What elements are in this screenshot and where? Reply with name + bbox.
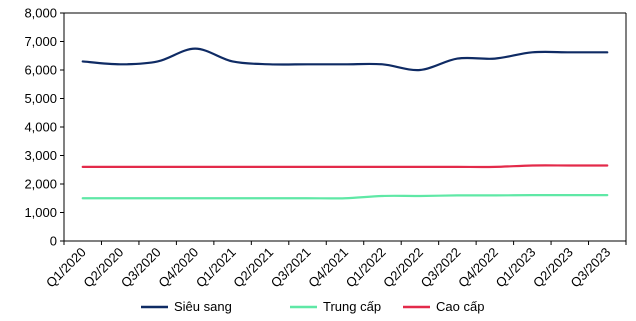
legend: Siêu sang Trung cấp Cao cấp <box>141 299 484 314</box>
x-tick-label: Q2/2022 <box>380 245 426 291</box>
x-tick-label: Q4/2021 <box>305 245 351 291</box>
axes <box>63 12 627 242</box>
x-tick-label: Q3/2022 <box>418 245 464 291</box>
x-tick-label: Q1/2022 <box>343 245 389 291</box>
x-tick-label: Q3/2020 <box>118 245 164 291</box>
x-tick-label: Q2/2023 <box>530 245 576 291</box>
y-axis-ticks: 0 1,000 2,000 3,000 4,000 5,000 6,000 7,000 8,00… <box>24 6 64 249</box>
x-axis-ticks: Q1/2020Q2/2020Q3/2020Q4/2020Q1/2021Q2/20… <box>43 241 627 291</box>
y-tick-label: 2,000 <box>24 177 57 192</box>
y-tick-label: 3,000 <box>24 148 57 163</box>
y-tick-label: 0 <box>50 234 57 249</box>
x-tick-label: Q2/2020 <box>80 245 126 291</box>
x-tick-label: Q3/2023 <box>568 245 614 291</box>
legend-label: Trung cấp <box>323 299 381 314</box>
y-tick-label: 7,000 <box>24 34 57 49</box>
y-tick-label: 8,000 <box>24 6 57 21</box>
x-tick-label: Q1/2021 <box>193 245 239 291</box>
y-tick-label: 5,000 <box>24 91 57 106</box>
legend-label: Cao cấp <box>436 299 484 314</box>
x-tick-label: Q1/2023 <box>493 245 539 291</box>
x-tick-label: Q1/2020 <box>43 245 89 291</box>
y-tick-label: 1,000 <box>24 205 57 220</box>
series-line-trung-cap <box>81 193 609 200</box>
x-tick-label: Q3/2021 <box>268 245 314 291</box>
series-line-cao-cap <box>81 164 609 169</box>
x-tick-label: Q2/2021 <box>230 245 276 291</box>
series-lines <box>81 47 609 200</box>
y-tick-label: 6,000 <box>24 63 57 78</box>
legend-label: Siêu sang <box>174 299 232 314</box>
series-line-sieu-sang <box>81 47 609 72</box>
x-tick-label: Q4/2022 <box>455 245 501 291</box>
x-tick-label: Q4/2020 <box>155 245 201 291</box>
y-tick-label: 4,000 <box>24 120 57 135</box>
